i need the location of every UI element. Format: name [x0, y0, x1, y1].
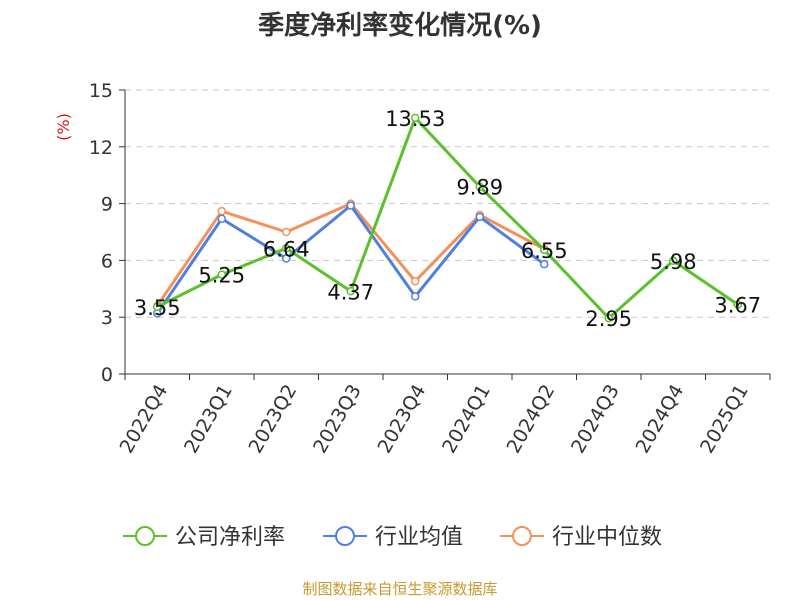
data-point-marker	[217, 214, 226, 223]
legend-item: 行业中位数	[500, 525, 662, 550]
data-point-marker	[411, 276, 420, 286]
data-label: 9.89	[456, 176, 503, 200]
data-point-marker	[411, 113, 420, 123]
data-point-marker	[217, 206, 226, 216]
data-point-marker	[346, 201, 355, 210]
x-tick-label: 2024Q3	[567, 381, 624, 457]
data-point-marker	[282, 244, 291, 253]
data-label: 3.55	[134, 296, 181, 320]
data-point-marker	[733, 300, 742, 309]
data-point-marker	[669, 256, 678, 266]
data-point-marker	[540, 245, 549, 255]
series-0	[153, 113, 742, 323]
x-tick-label: 2024Q4	[632, 381, 689, 457]
legend-swatch-marker	[335, 526, 355, 546]
y-tick-label: 0	[101, 364, 113, 386]
legend-swatch-marker	[135, 526, 155, 546]
data-point-marker	[282, 227, 291, 237]
legend-label: 行业中位数	[552, 525, 662, 550]
x-tick-label: 2024Q1	[438, 381, 495, 457]
data-label: 2.95	[585, 307, 632, 331]
data-point-marker	[604, 313, 613, 323]
data-label: 5.25	[198, 264, 245, 288]
x-tick-label: 2022Q4	[116, 381, 173, 457]
data-source-footer: 制图数据来自恒生聚源数据库	[302, 580, 497, 598]
legend-label: 公司净利率	[175, 525, 285, 550]
series-line	[156, 116, 739, 320]
y-tick-label: 12	[89, 137, 113, 159]
data-point-marker	[540, 259, 549, 269]
legend-item: 公司净利率	[123, 525, 285, 550]
data-point-marker	[411, 292, 420, 301]
grid-lines	[125, 89, 770, 318]
data-point-marker	[475, 182, 484, 191]
legend-swatch-marker	[512, 526, 532, 546]
data-label: 13.53	[385, 107, 445, 131]
series-lines	[153, 113, 742, 323]
x-tick-label: 2023Q1	[180, 381, 237, 457]
y-tick-label: 15	[89, 80, 113, 102]
data-label: 4.37	[327, 280, 374, 304]
data-point-marker	[217, 270, 226, 279]
data-point-marker	[282, 254, 291, 263]
x-tick-label: 2023Q3	[309, 381, 366, 457]
data-label: 3.67	[714, 294, 761, 318]
x-tick-label: 2025Q1	[696, 381, 753, 457]
data-label: 6.64	[263, 237, 310, 261]
y-axis-unit-label: (%)	[54, 113, 73, 141]
data-label: 6.55	[521, 239, 568, 263]
series-1	[153, 201, 549, 318]
data-point-marker	[475, 212, 484, 222]
data-label: 5.98	[650, 250, 697, 274]
y-tick-label: 9	[101, 194, 113, 216]
legend-item: 行业均值	[323, 525, 463, 550]
chart-title: 季度净利率变化情况(%)	[258, 10, 542, 41]
legend: 公司净利率 行业均值 行业中位数	[123, 525, 662, 550]
y-tick-label: 6	[101, 250, 113, 272]
legend-label: 行业均值	[375, 525, 463, 550]
data-labels: 3.55 5.25 6.64 4.37 13.53 9.89 6.55 2.95 5.98 3.6…	[134, 107, 761, 331]
x-tick-label: 2023Q4	[374, 381, 431, 457]
data-point-marker	[346, 287, 355, 296]
y-tick-label: 3	[101, 307, 113, 329]
data-point-marker	[153, 302, 162, 312]
x-tick-label: 2024Q2	[503, 381, 560, 457]
x-tick-label: 2023Q2	[245, 381, 302, 457]
